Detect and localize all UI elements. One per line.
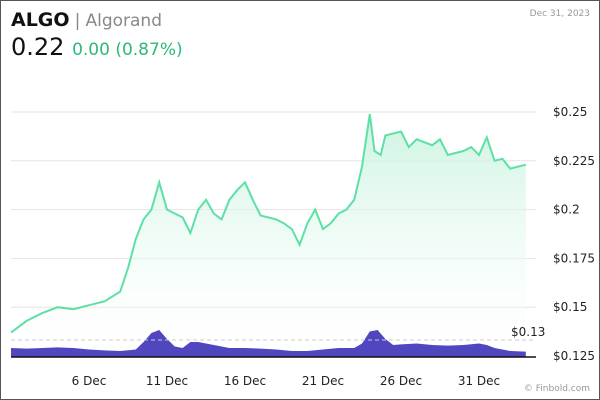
y-tick-label: $0.225 [553,154,595,168]
x-tick-label: 11 Dec [146,374,188,388]
y-tick-label: $0.15 [553,300,587,314]
asset-name: Algorand [85,11,163,31]
x-tick-label: 31 Dec [458,374,500,388]
reference-label: $0.13 [511,325,545,339]
x-tick-label: 21 Dec [302,374,344,388]
asset-title: ALGO | Algorand [11,9,162,31]
price-row: 0.22 0.00 (0.87%) [11,33,183,61]
x-tick-label: 16 Dec [224,374,266,388]
y-tick-label: $0.175 [553,251,595,265]
x-tick-label: 26 Dec [380,374,422,388]
price-change: 0.00 (0.87%) [72,40,183,60]
price-area [11,114,526,357]
y-tick-label: $0.2 [553,203,580,217]
price-line [10,113,527,334]
credit: © Finbold.com [523,384,590,394]
symbol: ALGO [11,9,70,31]
y-tick-label: $0.125 [553,349,595,363]
date-label: Dec 31, 2023 [529,9,590,19]
current-price: 0.22 [11,33,65,61]
volume-area [11,330,526,357]
y-tick-label: $0.25 [553,105,587,119]
x-tick-label: 6 Dec [72,374,107,388]
separator: | [74,11,81,31]
